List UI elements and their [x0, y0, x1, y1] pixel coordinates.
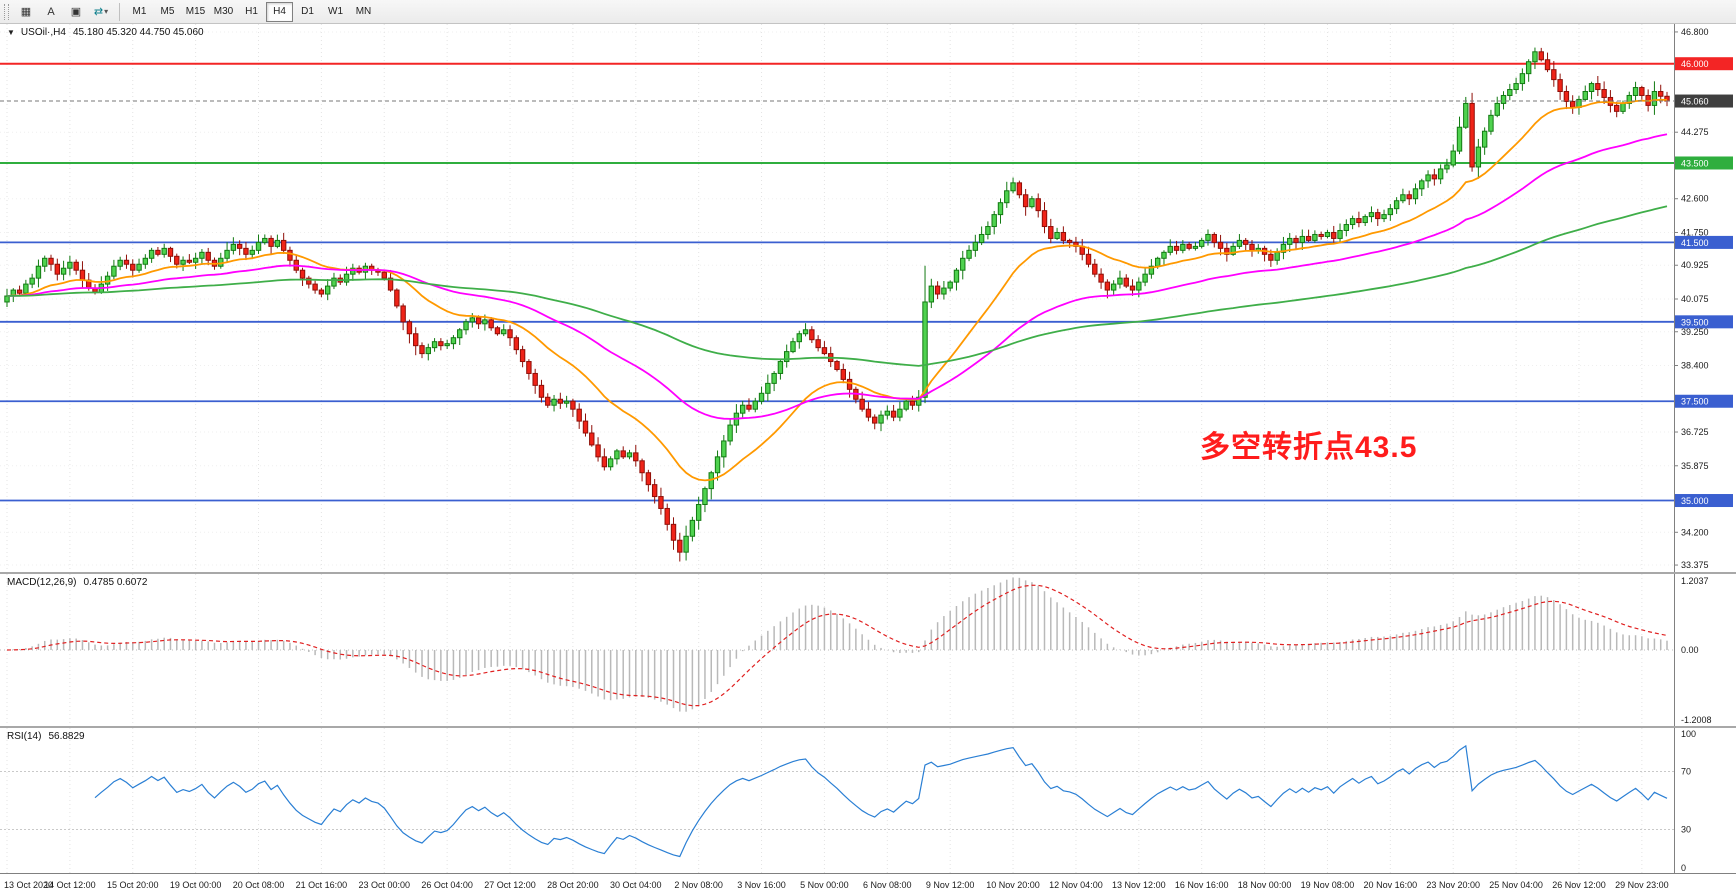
timeframe-m5[interactable]: M5: [154, 2, 181, 22]
macd-values: 0.4785 0.6072: [83, 577, 148, 588]
chart-title: ▼ USOil·,H4 45.180 45.320 44.750 45.060: [7, 27, 204, 38]
svg-text:100: 100: [1681, 729, 1696, 739]
timeframe-mn[interactable]: MN: [350, 2, 377, 22]
time-label: 15 Oct 20:00: [106, 880, 159, 890]
time-label: 30 Oct 04:00: [610, 880, 662, 890]
time-label: 3 Nov 16:00: [737, 880, 786, 890]
svg-text:44.275: 44.275: [1681, 127, 1709, 137]
price-scale-rsi[interactable]: [1674, 728, 1736, 873]
timeframe-h1[interactable]: H1: [238, 2, 265, 22]
svg-text:43.500: 43.500: [1681, 158, 1709, 168]
timeframe-m15[interactable]: M15: [182, 2, 209, 22]
rsi-canvas[interactable]: 100 70 30 0: [0, 728, 1736, 873]
rsi-value: 56.8829: [48, 731, 85, 742]
time-label: 20 Oct 08:00: [232, 880, 285, 890]
chevron-down-icon[interactable]: ▼: [7, 28, 15, 37]
svg-text:46.000: 46.000: [1681, 59, 1709, 69]
timeframe-m30[interactable]: M30: [210, 2, 237, 22]
macd-panel: 1.2037 0.00 -1.2008 MACD(12,26,9) 0.4785 0…: [0, 574, 1736, 726]
svg-text:33.375: 33.375: [1681, 560, 1709, 570]
rsi-panel: 100 70 30 0 RSI(14) 56.8829: [0, 728, 1736, 873]
time-label: 23 Oct 00:00: [358, 880, 411, 890]
time-label: 20 Nov 16:00: [1363, 880, 1418, 890]
panel-divider[interactable]: [0, 572, 1736, 574]
svg-text:35.000: 35.000: [1681, 496, 1709, 506]
time-label: 12 Nov 04:00: [1049, 880, 1103, 890]
svg-text:30: 30: [1681, 825, 1691, 835]
time-label: 28 Oct 20:00: [547, 880, 599, 890]
chart-annotation-text: 多空转折点43.5: [1200, 431, 1418, 464]
time-label: 21 Oct 16:00: [295, 880, 348, 890]
text-annotation-icon[interactable]: A: [39, 2, 63, 22]
chart-grid-icon[interactable]: ▦: [14, 2, 38, 22]
svg-text:37.500: 37.500: [1681, 397, 1709, 407]
main-chart-panel: 46.800 44.275 42.600 41.750 40.925 40.075 39.2…: [0, 24, 1736, 572]
svg-text:41.500: 41.500: [1681, 238, 1709, 248]
svg-text:70: 70: [1681, 767, 1691, 777]
time-label: 29 Nov 23:00: [1615, 880, 1669, 890]
toolbar: ▦ A ▣ ⇄ ▾ M1 M5 M15 M30 H1 H4 D1 W1 MN: [0, 0, 1736, 24]
time-label: 13 Oct 2020: [4, 880, 54, 890]
svg-text:34.200: 34.200: [1681, 527, 1709, 537]
svg-text:0.00: 0.00: [1681, 645, 1699, 655]
time-label: 13 Nov 12:00: [1112, 880, 1166, 890]
frame-tool-icon[interactable]: ▣: [64, 2, 88, 22]
svg-text:-1.2008: -1.2008: [1681, 715, 1712, 725]
price-scale-macd[interactable]: [1674, 574, 1736, 726]
svg-text:38.400: 38.400: [1681, 361, 1709, 371]
timeframe-h4[interactable]: H4: [266, 1, 293, 22]
timeframe-d1[interactable]: D1: [294, 2, 321, 22]
time-label: 14 Oct 12:00: [44, 880, 96, 890]
time-label: 25 Nov 04:00: [1489, 880, 1543, 890]
macd-header: MACD(12,26,9) 0.4785 0.6072: [7, 577, 147, 588]
time-label: 26 Nov 12:00: [1552, 880, 1606, 890]
time-label: 10 Nov 20:00: [986, 880, 1040, 890]
toolbar-separator: [119, 2, 120, 21]
toolbar-grip[interactable]: [4, 3, 9, 20]
svg-text:36.725: 36.725: [1681, 427, 1709, 437]
svg-text:1.2037: 1.2037: [1681, 576, 1709, 586]
time-label: 9 Nov 12:00: [925, 880, 975, 890]
svg-text:35.875: 35.875: [1681, 461, 1709, 471]
rsi-header: RSI(14) 56.8829: [7, 731, 85, 742]
arrows-icon: ⇄: [93, 6, 104, 18]
svg-text:42.600: 42.600: [1681, 194, 1709, 204]
time-label: 2 Nov 08:00: [674, 880, 723, 890]
time-label: 18 Nov 00:00: [1237, 880, 1292, 890]
time-label: 23 Nov 20:00: [1426, 880, 1480, 890]
time-label: 6 Nov 08:00: [863, 880, 912, 890]
svg-text:0: 0: [1681, 863, 1686, 873]
panel-divider[interactable]: [0, 726, 1736, 728]
macd-title: MACD(12,26,9): [7, 577, 77, 588]
svg-text:46.800: 46.800: [1681, 27, 1709, 37]
caret-down-icon: ▾: [104, 7, 109, 16]
rsi-title: RSI(14): [7, 731, 42, 742]
svg-text:39.250: 39.250: [1681, 327, 1709, 337]
svg-text:40.925: 40.925: [1681, 260, 1709, 270]
svg-text:40.075: 40.075: [1681, 294, 1709, 304]
time-label: 27 Oct 12:00: [484, 880, 536, 890]
macd-canvas[interactable]: 1.2037 0.00 -1.2008: [0, 574, 1736, 726]
svg-text:45.060: 45.060: [1681, 97, 1709, 107]
svg-text:39.500: 39.500: [1681, 317, 1709, 327]
time-label: 26 Oct 04:00: [421, 880, 473, 890]
time-label: 5 Nov 00:00: [800, 880, 849, 890]
timeframe-w1[interactable]: W1: [322, 2, 349, 22]
ohlc-values: 45.180 45.320 44.750 45.060: [72, 27, 204, 38]
time-label: 19 Nov 08:00: [1300, 880, 1355, 890]
timeframe-m1[interactable]: M1: [126, 2, 153, 22]
svg-text:41.750: 41.750: [1681, 227, 1709, 237]
arrows-dropdown-button[interactable]: ⇄ ▾: [89, 2, 113, 22]
time-scale[interactable]: 13 Oct 2020 14 Oct 12:00 15 Oct 20:00 19 Oc…: [0, 873, 1736, 895]
symbol-period-label: USOil·,H4: [20, 27, 66, 38]
price-scale-main[interactable]: [1674, 24, 1736, 572]
main-chart-canvas[interactable]: 46.800 44.275 42.600 41.750 40.925 40.075 39.2…: [0, 24, 1736, 572]
time-label: 16 Nov 16:00: [1174, 880, 1229, 890]
time-label: 19 Oct 00:00: [169, 880, 222, 890]
